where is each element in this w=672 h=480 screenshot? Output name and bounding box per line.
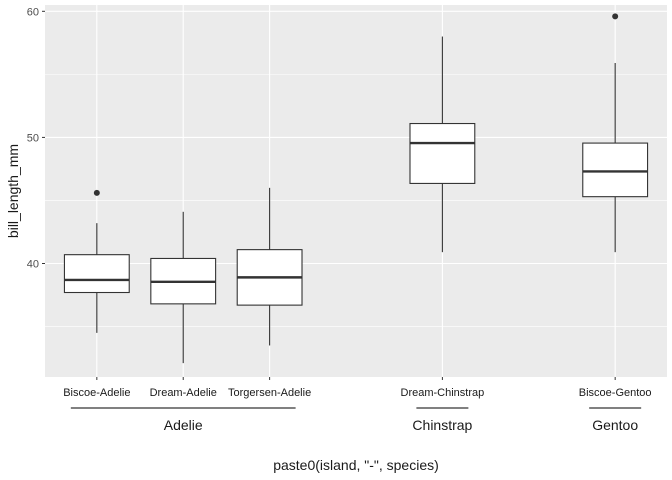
y-tick-label: 50 [27, 132, 39, 144]
x-tick-label: Dream-Adelie [150, 387, 217, 399]
x-tick-label: Torgersen-Adelie [228, 387, 311, 399]
outlier-point [612, 13, 619, 20]
iqr-box [582, 142, 649, 198]
boxes [63, 13, 649, 364]
x-tick-label: Biscoe-Gentoo [579, 387, 652, 399]
y-tick-label: 60 [27, 6, 39, 18]
iqr-box [409, 122, 476, 184]
outlier-point [93, 189, 100, 196]
box-torgersen-adelie [236, 187, 303, 346]
box-dream-adelie [150, 211, 217, 364]
box-biscoe-adelie [63, 189, 130, 333]
iqr-box [63, 254, 130, 294]
x-tick-label: Dream-Chinstrap [401, 387, 485, 399]
group-label: Chinstrap [412, 417, 472, 433]
box-dream-chinstrap [409, 36, 476, 253]
x-tick-label: Biscoe-Adelie [63, 387, 130, 399]
group-label: Adelie [164, 417, 203, 433]
species-group-labels: Adelie Chinstrap Gentoo [70, 407, 642, 433]
box-biscoe-gentoo [582, 13, 649, 253]
y-axis-title: bill_length_mm [5, 144, 21, 238]
group-label: Gentoo [592, 417, 638, 433]
x-axis-ticks: Biscoe-Adelie Dream-Adelie Torgersen-Adeli… [63, 377, 652, 399]
x-axis-title: paste0(island, "-", species) [273, 457, 439, 473]
y-tick-label: 40 [27, 259, 39, 271]
plot-panel [45, 5, 667, 377]
y-axis-ticks: 40 50 60 [27, 6, 45, 271]
